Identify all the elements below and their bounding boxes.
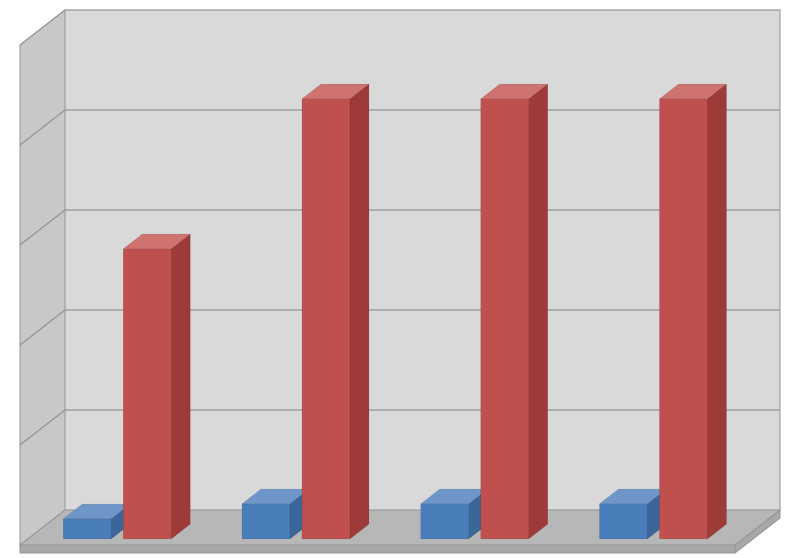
bar xyxy=(123,234,190,539)
bar xyxy=(242,489,309,539)
bar xyxy=(481,84,548,539)
chart-canvas xyxy=(0,0,789,558)
bar-chart-3d xyxy=(0,0,789,558)
bar xyxy=(421,489,488,539)
bar xyxy=(302,84,369,539)
bar xyxy=(600,489,667,539)
bar xyxy=(660,84,727,539)
